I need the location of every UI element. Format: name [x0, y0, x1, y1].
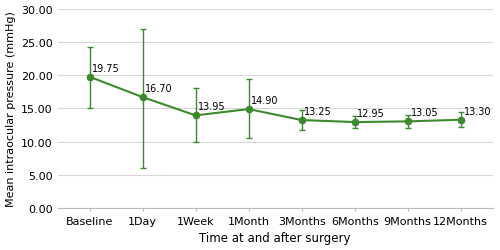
- Text: 14.90: 14.90: [252, 96, 279, 106]
- Text: 13.30: 13.30: [464, 106, 491, 116]
- Text: 13.05: 13.05: [410, 108, 438, 118]
- X-axis label: Time at and after surgery: Time at and after surgery: [200, 232, 351, 244]
- Text: 13.95: 13.95: [198, 102, 226, 112]
- Text: 16.70: 16.70: [146, 84, 173, 94]
- Text: 13.25: 13.25: [304, 106, 332, 117]
- Y-axis label: Mean intraocular pressure (mmHg): Mean intraocular pressure (mmHg): [6, 12, 16, 206]
- Text: 12.95: 12.95: [358, 108, 385, 118]
- Text: 19.75: 19.75: [92, 63, 120, 73]
